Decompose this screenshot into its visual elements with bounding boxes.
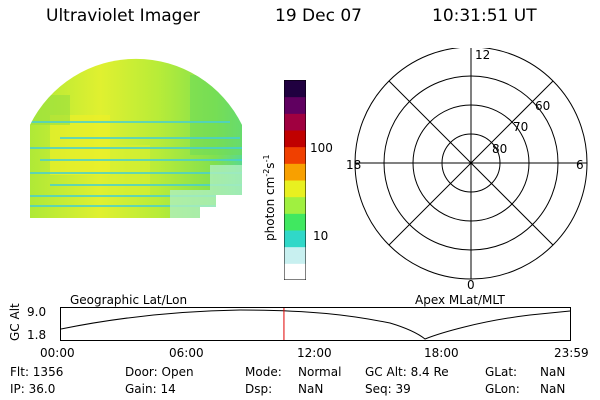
colorbar-band [284, 113, 306, 131]
timeline-y-bottom: 1.8 [27, 328, 47, 342]
colorbar-band [284, 230, 306, 248]
x-tick-0000: 00:00 [40, 346, 75, 360]
gc-altitude: GC Alt: 8.4 Re [365, 365, 449, 379]
glon-label: GLon: [485, 382, 520, 396]
x-tick-1200: 12:00 [297, 346, 332, 360]
colorbar-band [284, 163, 306, 181]
time-label: 10:31:51 UT [432, 6, 537, 26]
mlat-label-80: 80 [492, 142, 508, 156]
uv-earth-image [30, 58, 242, 219]
dsp-label: Dsp: [245, 382, 273, 396]
mlat-mlt-polar-grid [354, 48, 588, 280]
colorbar-unit-label: photon cm-2s-1 [262, 154, 277, 241]
colorbar-band [284, 246, 306, 264]
colorbar-band [284, 213, 306, 231]
door-status: Door: Open [125, 365, 194, 379]
instrument-title: Ultraviolet Imager [46, 6, 200, 26]
apex-caption: Apex MLat/MLT [415, 293, 505, 307]
timeline-plot [60, 307, 571, 341]
mode-label: Mode: [245, 365, 282, 379]
x-tick-2359: 23:59 [554, 346, 589, 360]
colorbar-tick-10: 10 [313, 229, 329, 243]
colorbar-band [284, 146, 306, 164]
geographic-caption: Geographic Lat/Lon [70, 293, 188, 307]
glat-label: GLat: [485, 365, 518, 379]
mlt-label-18: 18 [346, 158, 362, 172]
intensity-colorbar [284, 80, 306, 280]
glat-value: NaN [540, 365, 566, 379]
mlt-label-6: 6 [576, 158, 584, 172]
mode-value: Normal [298, 365, 342, 379]
colorbar-band [284, 96, 306, 114]
glon-value: NaN [540, 382, 566, 396]
colorbar-tick-100: 100 [310, 141, 333, 155]
ip-value: IP: 36.0 [10, 382, 56, 396]
timeline-axis-label: GC Alt [8, 303, 22, 341]
colorbar-band [284, 80, 306, 98]
mlt-label-0: 0 [467, 278, 475, 292]
mlt-label-12: 12 [475, 48, 491, 62]
mlat-label-60: 60 [535, 99, 551, 113]
gain-value: Gain: 14 [125, 382, 176, 396]
colorbar-band [284, 130, 306, 148]
colorbar-band [284, 263, 306, 280]
x-tick-0600: 06:00 [169, 346, 204, 360]
sequence-number: Seq: 39 [365, 382, 411, 396]
colorbar-band [284, 196, 306, 214]
x-tick-1800: 18:00 [424, 346, 459, 360]
mlat-label-70: 70 [513, 120, 529, 134]
dsp-value: NaN [298, 382, 324, 396]
timeline-y-top: 9.0 [27, 305, 47, 319]
colorbar-band [284, 180, 306, 198]
flight-number: Flt: 1356 [10, 365, 64, 379]
date-label: 19 Dec 07 [275, 6, 362, 26]
